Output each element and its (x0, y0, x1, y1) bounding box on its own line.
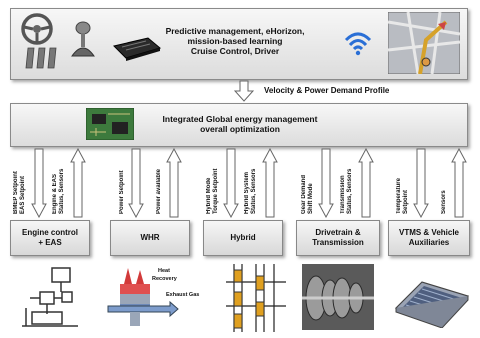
middle-box-line: Integrated Global energy management (162, 114, 318, 124)
heat-exchanger-icon (394, 281, 470, 328)
gear-shifter-icon (71, 21, 95, 57)
engine-diagram-icon (22, 267, 78, 327)
pedals-icon (25, 47, 57, 69)
setpoint-label: Gear Demand Shift Mode (301, 174, 314, 214)
status-label: Engine & EAS Status, Sensors (52, 168, 65, 214)
circuit-board-icon (86, 108, 134, 140)
hybrid-gear-icon (226, 264, 286, 332)
transmission-icon (302, 264, 374, 330)
module-label: Auxiliaries (408, 238, 450, 247)
heat-recovery-icon: Heat Recovery Exhaust Gas (107, 268, 199, 326)
setpoint-arrow-down (413, 148, 429, 218)
top-box-text: Predictive management, eHorizon, mission… (150, 26, 320, 56)
setpoint-label: Power Setpoint (119, 170, 125, 214)
profile-label: Velocity & Power Demand Profile (264, 86, 390, 95)
top-box-line: Predictive management, eHorizon, (165, 26, 305, 36)
middle-box-text: Integrated Global energy management over… (140, 114, 340, 134)
module-label: + EAS (38, 238, 62, 247)
ecu-icon (113, 37, 162, 61)
module-label: Hybrid (230, 233, 256, 242)
status-label: Power available (156, 168, 162, 214)
status-arrow-up (358, 148, 374, 218)
module-label: WHR (140, 233, 160, 242)
setpoint-label: Hybrid Mode Torque Setpoint (206, 168, 219, 214)
status-arrow-up (70, 148, 86, 218)
top-box-line: Cruise Control, Driver (190, 46, 280, 56)
steering-wheel-icon (21, 13, 53, 45)
setpoint-arrow-down (128, 148, 144, 218)
module-label: VTMS & Vehicle (398, 228, 460, 237)
setpoint-arrow-down (31, 148, 47, 218)
module-label: Drivetrain & (315, 228, 361, 237)
module-label: Engine control (22, 228, 78, 237)
module-engine-control: Engine control + EAS (10, 220, 90, 256)
status-label: Hybrid System Status, Sensors (244, 168, 257, 214)
setpoint-arrow-down (223, 148, 239, 218)
down-arrow-top (234, 80, 254, 102)
status-arrow-up (451, 148, 467, 218)
middle-box-line: overall optimization (200, 124, 280, 134)
module-label: Transmission (312, 238, 364, 247)
setpoint-arrow-down (318, 148, 334, 218)
status-label: Transmission Status, Sensors (340, 168, 353, 214)
wifi-icon (344, 32, 372, 56)
top-box-line: mission-based learning (187, 36, 283, 46)
status-arrow-up (166, 148, 182, 218)
module-drivetrain: Drivetrain & Transmission (296, 220, 380, 256)
recovery-label: Recovery (152, 276, 178, 282)
exhaust-gas-label: Exhaust Gas (166, 292, 199, 298)
navigation-map-icon (388, 12, 460, 74)
heat-label: Heat (158, 268, 170, 274)
setpoint-label: BMEP Setpoint EAS Setpoint (13, 171, 26, 214)
status-arrow-up (262, 148, 278, 218)
status-label: Sensors (441, 190, 447, 214)
module-vtms: VTMS & Vehicle Auxiliaries (388, 220, 470, 256)
module-hybrid: Hybrid (203, 220, 283, 256)
module-whr: WHR (110, 220, 190, 256)
setpoint-label: Temperature Setpoint (396, 178, 409, 214)
